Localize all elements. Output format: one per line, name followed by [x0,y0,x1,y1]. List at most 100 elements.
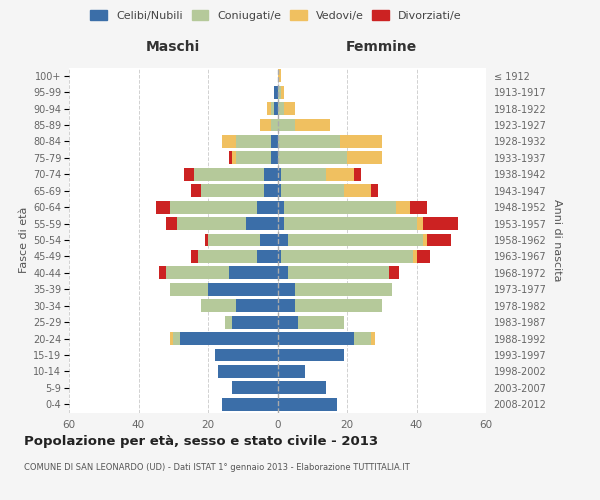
Bar [284,102,295,115]
Bar [340,135,382,148]
Bar [354,168,361,180]
Bar [277,300,295,312]
Bar [208,283,277,296]
Bar [288,234,424,246]
Bar [229,266,277,280]
Bar [277,102,284,115]
Bar [298,316,344,328]
Text: Maschi: Maschi [146,40,200,54]
Bar [173,332,180,345]
Bar [218,365,277,378]
Bar [232,382,277,394]
Bar [389,266,399,280]
Bar [177,217,246,230]
Bar [284,200,395,213]
Bar [277,86,281,98]
Text: Popolazione per età, sesso e stato civile - 2013: Popolazione per età, sesso e stato civil… [24,435,378,448]
Bar [215,348,277,362]
Bar [295,283,392,296]
Bar [205,234,208,246]
Bar [344,184,371,197]
Bar [156,200,170,213]
Bar [277,365,305,378]
Bar [347,152,382,164]
Bar [277,118,295,132]
Bar [371,184,378,197]
Bar [281,168,326,180]
Bar [271,152,277,164]
Bar [284,217,416,230]
Bar [274,86,277,98]
Bar [197,250,257,263]
Legend: Celibi/Nubili, Coniugati/e, Vedovi/e, Divorziati/e: Celibi/Nubili, Coniugati/e, Vedovi/e, Di… [88,8,464,24]
Bar [236,152,271,164]
Bar [180,332,277,345]
Bar [326,168,354,180]
Bar [260,234,277,246]
Bar [166,266,229,280]
Bar [277,332,354,345]
Bar [416,250,430,263]
Bar [274,102,277,115]
Bar [277,168,281,180]
Bar [226,316,232,328]
Bar [277,184,281,197]
Bar [263,168,277,180]
Bar [232,316,277,328]
Bar [277,266,288,280]
Bar [271,118,277,132]
Bar [222,398,277,410]
Bar [281,250,413,263]
Bar [288,266,389,280]
Bar [170,283,208,296]
Bar [236,300,277,312]
Bar [424,217,458,230]
Bar [267,102,271,115]
Bar [277,135,340,148]
Bar [201,300,236,312]
Y-axis label: Anni di nascita: Anni di nascita [552,198,562,281]
Text: COMUNE DI SAN LEONARDO (UD) - Dati ISTAT 1° gennaio 2013 - Elaborazione TUTTITAL: COMUNE DI SAN LEONARDO (UD) - Dati ISTAT… [24,462,410,471]
Bar [277,250,281,263]
Bar [354,332,371,345]
Bar [413,250,416,263]
Bar [257,250,277,263]
Bar [416,217,424,230]
Bar [295,300,382,312]
Bar [232,152,236,164]
Bar [295,118,329,132]
Bar [277,70,281,82]
Y-axis label: Fasce di età: Fasce di età [19,207,29,273]
Bar [191,184,201,197]
Bar [427,234,451,246]
Bar [424,234,427,246]
Bar [277,152,347,164]
Bar [395,200,410,213]
Bar [260,118,271,132]
Bar [184,168,194,180]
Bar [166,217,177,230]
Bar [277,200,284,213]
Bar [410,200,427,213]
Bar [236,135,271,148]
Bar [277,217,284,230]
Bar [160,266,166,280]
Bar [194,168,263,180]
Bar [257,200,277,213]
Text: Femmine: Femmine [346,40,418,54]
Bar [170,332,173,345]
Bar [263,184,277,197]
Bar [170,200,257,213]
Bar [281,86,284,98]
Bar [277,234,288,246]
Bar [281,184,344,197]
Bar [208,234,260,246]
Bar [277,283,295,296]
Bar [191,250,197,263]
Bar [277,316,298,328]
Bar [271,135,277,148]
Bar [277,382,326,394]
Bar [371,332,375,345]
Bar [229,152,232,164]
Bar [277,398,337,410]
